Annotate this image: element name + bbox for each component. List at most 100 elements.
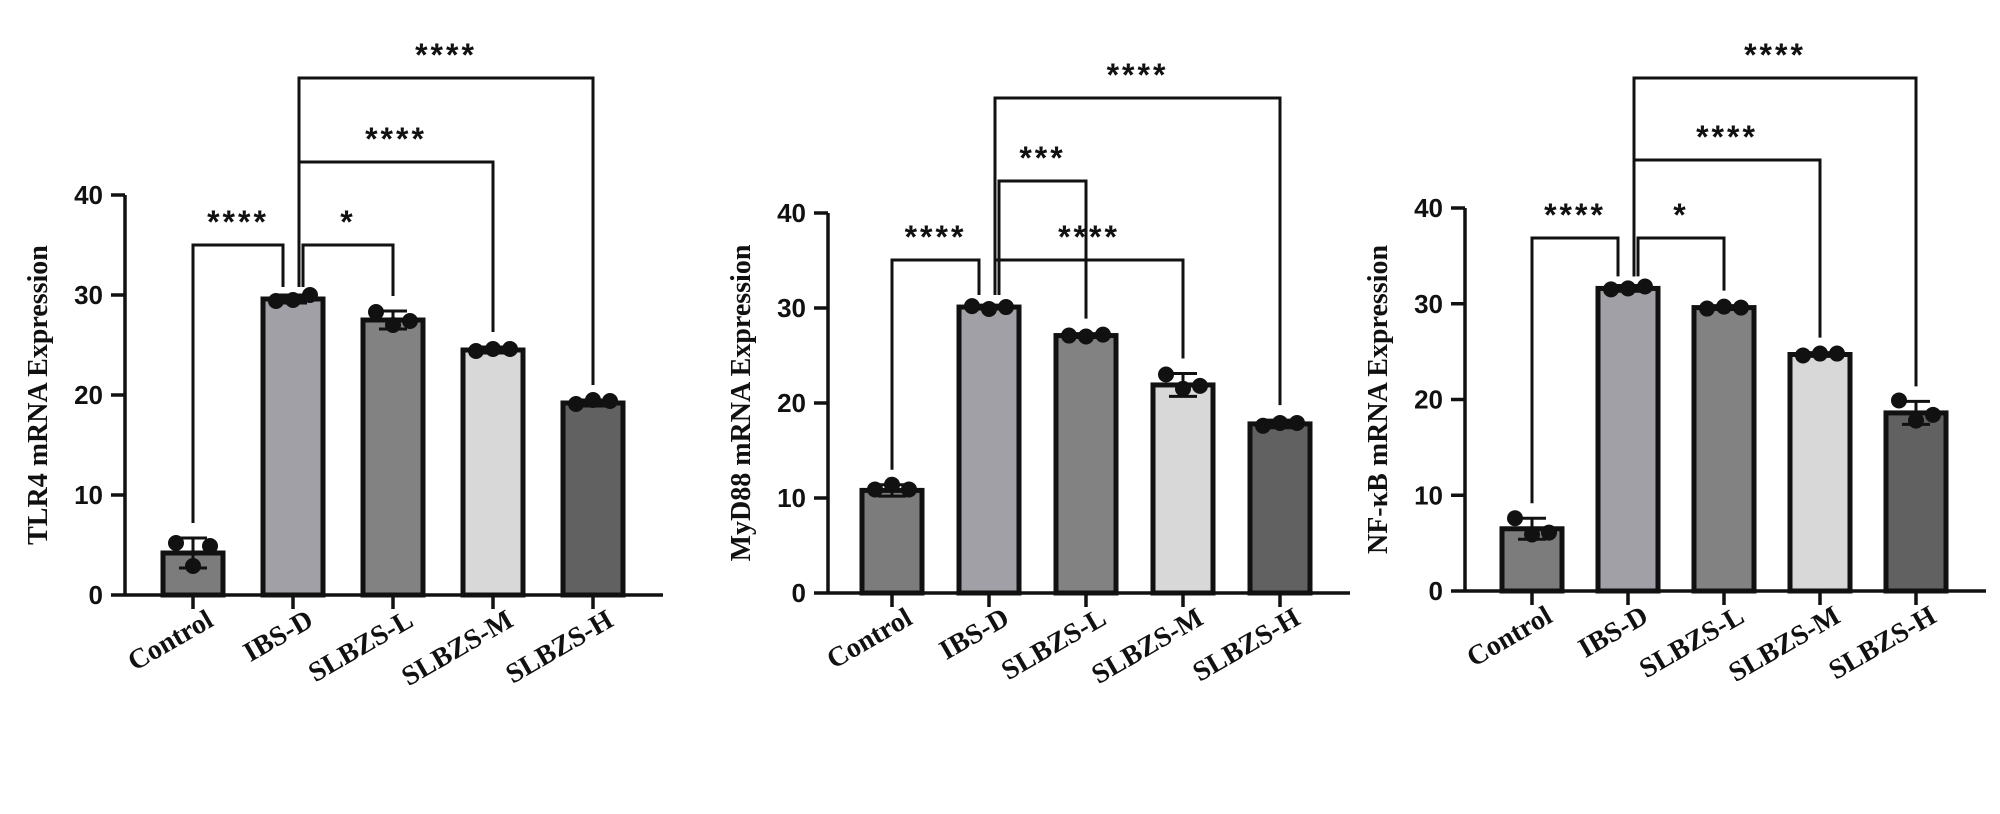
significance-label: **** (1058, 219, 1120, 255)
y-tick-label: 30 (74, 280, 103, 310)
significance-label: **** (415, 37, 477, 73)
bar-slbzs-h (560, 400, 626, 598)
bar-control (859, 487, 925, 596)
data-point (1158, 366, 1174, 383)
category-label: SLBZS-L (303, 604, 418, 688)
category-label: Control (822, 602, 918, 675)
data-point (1925, 406, 1941, 423)
data-point (1175, 380, 1191, 397)
data-point (268, 293, 284, 309)
y-axis-title: MyD88 mRNA Expression (726, 244, 757, 561)
category-label: Control (1462, 600, 1558, 673)
category-label: IBS-D (238, 604, 318, 668)
data-point (1255, 417, 1271, 434)
y-tick-label: 10 (777, 483, 806, 513)
category-label: SLBZS-M (1724, 600, 1846, 688)
data-point (602, 393, 618, 409)
data-point (1541, 524, 1557, 541)
y-tick-label: 30 (1414, 289, 1443, 319)
data-point (568, 396, 584, 412)
bar-slbzs-l (1053, 333, 1119, 596)
data-point (1795, 347, 1811, 364)
data-point (468, 343, 484, 359)
significance-bracket (997, 179, 1088, 319)
bar-ibs-d (1595, 285, 1661, 594)
chart-tlr4: 0 10 20 30 40 TLR4 mRNA Expression Control IBS-… (23, 37, 663, 693)
data-point (1716, 298, 1732, 315)
y-tick-label: 40 (74, 180, 103, 210)
data-point (1733, 299, 1749, 316)
data-point (502, 341, 518, 357)
data-point (1891, 392, 1907, 409)
data-point (1620, 280, 1636, 297)
significance-bracket (301, 243, 395, 296)
data-point (302, 287, 318, 303)
y-tick-label: 20 (777, 388, 806, 418)
data-point (1289, 414, 1305, 431)
significance-label: * (1673, 197, 1688, 233)
data-point (1524, 526, 1540, 543)
data-point (1078, 328, 1094, 345)
y-tick-label: 0 (792, 578, 806, 608)
bar-slbzs-l (360, 317, 426, 598)
significance-label: **** (1744, 37, 1806, 73)
y-tick-label: 30 (777, 293, 806, 323)
data-point (867, 481, 883, 498)
category-label: SLBZS-H (1824, 600, 1942, 686)
data-point (998, 299, 1014, 316)
significance-label: **** (1544, 197, 1606, 233)
data-point (901, 481, 917, 498)
data-point (1829, 345, 1845, 362)
bar-slbzs-l (1691, 305, 1757, 594)
bar-slbzs-m (460, 347, 526, 598)
bar-slbzs-m (1150, 382, 1216, 596)
data-point (1192, 377, 1208, 394)
data-point (485, 341, 501, 357)
y-tick-label: 0 (89, 580, 103, 610)
significance-bracket (297, 160, 495, 332)
y-tick-label: 0 (1429, 576, 1443, 606)
significance-bracket (1632, 76, 1918, 387)
data-point (884, 476, 900, 493)
significance-bracket (1636, 236, 1726, 291)
data-point (1603, 281, 1619, 298)
data-point (964, 298, 980, 315)
data-point (1637, 278, 1653, 295)
data-point (1699, 300, 1715, 317)
data-point (1061, 327, 1077, 344)
category-label: SLBZS-M (1087, 602, 1209, 690)
significance-label: **** (207, 204, 269, 240)
y-tick-label: 20 (74, 380, 103, 410)
bar-slbzs-h (1247, 421, 1313, 596)
significance-label: **** (905, 219, 967, 255)
data-point (1908, 412, 1924, 429)
data-point (1272, 414, 1288, 431)
data-point (368, 304, 384, 320)
data-point (202, 538, 218, 554)
significance-label: * (340, 204, 355, 240)
data-point (385, 317, 401, 333)
y-tick-label: 40 (777, 198, 806, 228)
bar-ibs-d (956, 304, 1022, 596)
significance-bracket (1530, 236, 1620, 504)
y-axis-title: TLR4 mRNA Expression (23, 245, 54, 545)
significance-bracket (993, 96, 1282, 406)
category-label: SLBZS-H (1188, 602, 1306, 688)
significance-label: **** (1107, 57, 1169, 93)
significance-label: **** (1696, 119, 1758, 155)
significance-bracket (297, 76, 595, 385)
data-point (981, 300, 997, 317)
data-point (402, 313, 418, 329)
y-tick-label: 10 (1414, 480, 1443, 510)
category-label: SLBZS-M (397, 604, 519, 692)
bar-slbzs-m (1787, 351, 1853, 594)
significance-label: **** (365, 121, 427, 157)
significance-bracket (890, 258, 981, 470)
category-label: SLBZS-H (501, 604, 619, 690)
data-point (285, 292, 301, 308)
data-point (1095, 326, 1111, 343)
significance-bracket (191, 243, 285, 523)
